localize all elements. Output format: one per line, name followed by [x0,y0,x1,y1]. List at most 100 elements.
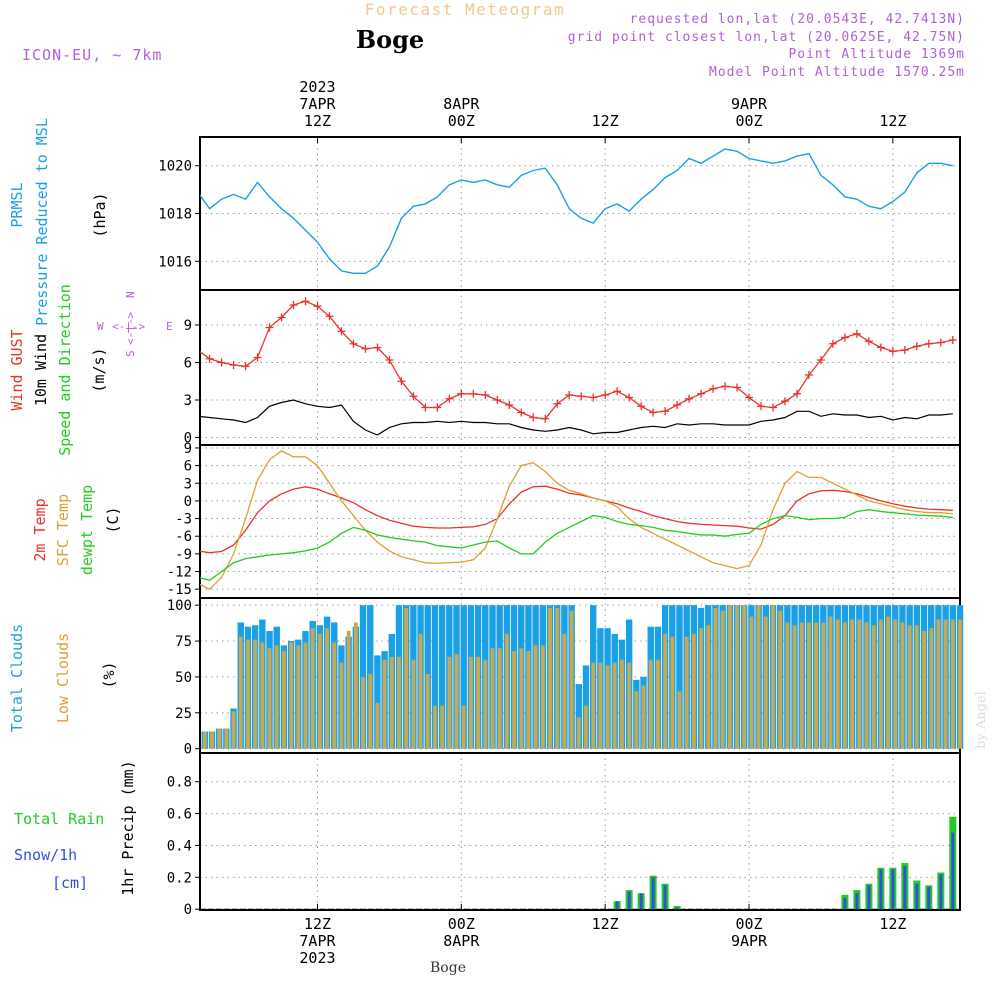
low-cloud-bar [620,659,624,749]
snow-bar [615,901,619,910]
low-cloud-bar [562,633,567,749]
low-cloud-bar [850,619,855,749]
y-tick-label: 0.6 [167,807,192,823]
product-title: Forecast Meteogram [365,0,565,19]
low-cloud-bar [756,605,761,749]
bottom-time-label: 12Z [879,915,906,933]
gust-marker [709,384,718,393]
panel-temperature: -15-12 -9 -6-3 0 36 9 [167,441,961,599]
top-time-label: 00Z [735,112,762,130]
compass-south: S [124,350,137,357]
low-cloud-bar [706,625,711,749]
wind-direction-label: Speed and Direction [56,284,74,456]
compass-ew-arrow: <-|-> [112,320,145,333]
gust-marker [828,339,837,348]
snow-bar [855,893,859,910]
low-cloud-bar [778,610,783,749]
gust-marker [445,394,454,403]
snow-bar [639,893,643,910]
panel-precip: 0 0.2 0.4 0.6 0.8 [167,752,961,918]
low-cloud-bar [576,717,581,749]
low-cloud-bar [742,605,747,749]
low-cloud-bar [749,616,754,749]
bottom-time-label: 7APR [299,932,336,950]
low-cloud-bar [670,636,675,749]
compass-west: W [97,320,104,333]
gust-marker [541,414,550,423]
gust-marker [349,339,358,348]
snow-bar [891,869,895,910]
low-cloud-bar [303,642,308,749]
snow-bar [675,907,679,910]
pressure-unit-label: (hPa) [91,192,109,237]
low-cloud-bar [469,656,473,749]
gust-marker [792,389,801,398]
compass-ns-arrow: <-|-> [124,312,137,345]
low-cloud-bar [418,633,423,749]
low-cloud-bar [533,645,538,749]
panel-pressure: 1016 1018 1020 [158,136,961,291]
low-cloud-bar [238,636,243,749]
low-cloud-bar [663,633,668,749]
gust-marker [361,344,370,353]
snow-bar [939,874,943,910]
bottom-time-label: 8APR [443,932,480,950]
y-tick-label: -9 [175,547,192,563]
gust-marker [685,394,694,403]
y-tick-label: 9 [184,441,192,457]
sfc-temp-label: SFC Temp [54,494,72,566]
low-cloud-bar [684,636,689,749]
gust-marker [337,327,346,336]
y-tick-label: 0 [184,431,192,447]
low-cloud-bar [461,705,466,749]
low-cloud-bar [224,728,229,749]
y-tick-label: -6 [175,529,192,545]
snow-bar [867,885,871,910]
top-time-label: 12Z [879,112,906,130]
low-cloud-bar [289,642,294,749]
low-cloud-bar [807,622,811,749]
gust-marker [205,354,214,363]
low-cloud-bar [317,633,322,749]
low-cloud-bar [447,656,452,749]
low-cloud-bar [727,605,732,749]
y-tick-label: 9 [184,318,192,334]
bottom-time-label: 12Z [304,915,331,933]
low-cloud-bar [332,642,337,749]
low-cloud-bar [864,622,869,749]
low-cloud-bar [404,608,409,749]
bottom-time-label: 9APR [731,932,768,950]
gust-label: Wind GUST [8,329,26,410]
y-tick-label: 0 [184,742,192,758]
low-cloud-bar [411,659,416,749]
low-cloud-bar [267,648,272,749]
gust-marker [625,393,634,402]
gust-marker [265,323,274,332]
gust-marker [289,301,298,309]
y-tick-label: 3 [184,393,192,409]
low-cloud-bar [677,691,682,749]
gust-marker [745,393,754,402]
model-point-altitude: Model Point Altitude 1570.25m [709,65,965,80]
low-cloud-bar [907,625,912,749]
y-tick-label: 0.2 [167,870,192,886]
gust-marker [421,403,430,412]
low-cloud-bar [260,642,265,749]
location-title: Boge [356,25,424,54]
low-cloud-bar [958,619,962,749]
snow-bar [927,886,931,910]
low-cloud-bar [274,645,279,749]
gust-marker [301,297,310,306]
gust-marker [852,329,861,338]
low-cloud-bar [519,648,524,749]
low-cloud-bar [389,656,394,749]
y-tick-label: 0 [184,902,192,918]
snow-label: Snow/1h [14,846,77,864]
low-cloud-bar [346,631,351,749]
low-cloud-bar [339,662,344,749]
low-cloud-bar [512,651,516,749]
y-tick-label: 1016 [158,254,192,270]
gust-marker [469,389,478,398]
low-cloud-bar [425,674,430,749]
